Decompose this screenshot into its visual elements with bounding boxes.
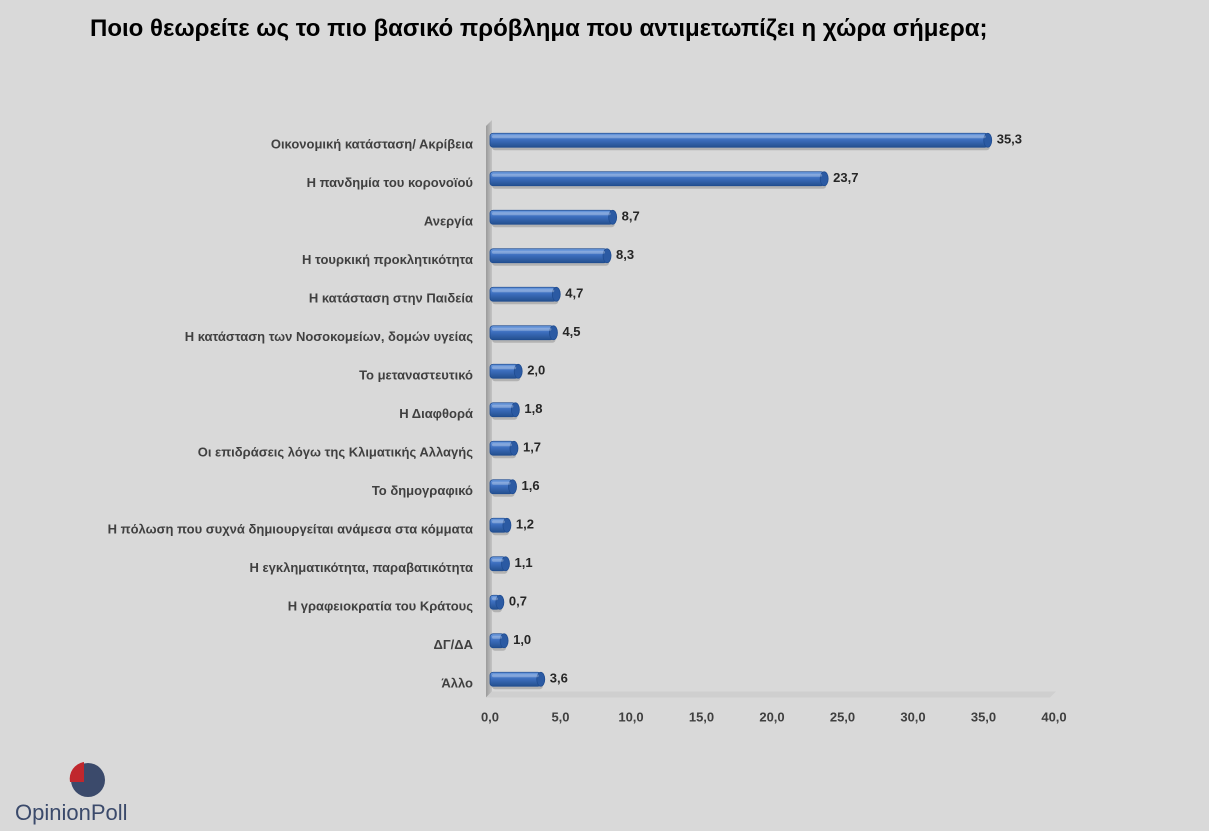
value-label: 0,7 bbox=[509, 593, 527, 608]
bar bbox=[489, 132, 993, 151]
value-label: 4,7 bbox=[565, 285, 583, 300]
bar-highlight bbox=[492, 597, 498, 601]
value-label: 1,8 bbox=[524, 401, 542, 416]
bar-cap bbox=[499, 633, 509, 649]
bar-cap bbox=[502, 517, 512, 533]
bar-cap bbox=[513, 363, 523, 379]
logo-circle-icon bbox=[69, 762, 105, 797]
logo-text: OpinionPoll bbox=[15, 800, 128, 826]
x-tick-label: 40,0 bbox=[1041, 710, 1066, 725]
category-label: Η πόλωση που συχνά δημιουργείται ανάμεσα… bbox=[108, 521, 473, 536]
category-label: Η πανδημία του κορονοϊού bbox=[307, 175, 474, 190]
logo-text-poll: Poll bbox=[90, 800, 128, 825]
category-label: Η γραφειοκρατία του Κράτους bbox=[288, 598, 474, 613]
value-label: 23,7 bbox=[833, 170, 858, 185]
value-label: 1,1 bbox=[515, 555, 533, 570]
bar bbox=[489, 633, 509, 651]
category-label: Οι επιδράσεις λόγω της Κλιματικής Αλλαγή… bbox=[198, 444, 474, 459]
bar-highlight bbox=[492, 250, 606, 254]
bar-chart: 0,0 5,0 10,0 15,0 20,0 25,0 30,0 35,0 40,0 Οικον… bbox=[108, 120, 1067, 725]
bar-highlight bbox=[492, 404, 514, 408]
bar-cap bbox=[495, 594, 505, 610]
bar-cap bbox=[602, 248, 612, 264]
value-label: 1,0 bbox=[513, 632, 531, 647]
bar-cap bbox=[536, 671, 546, 687]
bar-highlight bbox=[492, 558, 504, 562]
value-label: 1,6 bbox=[522, 478, 540, 493]
bar-cap bbox=[608, 209, 618, 225]
bar-highlight bbox=[492, 327, 552, 331]
category-label: Άλλο bbox=[441, 675, 473, 690]
category-label: Η κατάσταση των Νοσοκομείων, δομών υγεία… bbox=[185, 329, 474, 344]
bar-cap bbox=[983, 132, 993, 148]
bar bbox=[489, 594, 505, 613]
logo-text-opinion: Opinion bbox=[15, 800, 91, 825]
bars-layer bbox=[489, 132, 993, 690]
bar bbox=[489, 325, 558, 343]
bar bbox=[489, 517, 512, 536]
chart-title: Ποιο θεωρείτε ως το πιο βασικό πρόβλημα … bbox=[90, 15, 988, 42]
category-label: Η Διαφθορά bbox=[399, 406, 473, 421]
value-label: 1,2 bbox=[516, 516, 534, 531]
category-label: Το μεταναστευτικό bbox=[359, 367, 473, 382]
bar-highlight bbox=[492, 173, 823, 177]
bar bbox=[489, 171, 829, 189]
x-tick-label: 30,0 bbox=[900, 710, 925, 725]
axis-floor bbox=[486, 691, 1056, 698]
value-label: 1,7 bbox=[523, 439, 541, 454]
category-label: Η τουρκική προκλητικότητα bbox=[302, 252, 473, 267]
value-label: 35,3 bbox=[997, 131, 1022, 146]
value-label: 3,6 bbox=[550, 670, 568, 685]
bar-highlight bbox=[492, 212, 611, 216]
bar-highlight bbox=[492, 366, 517, 370]
bar-cap bbox=[510, 402, 520, 418]
bar-cap bbox=[819, 171, 829, 187]
x-tick-label: 25,0 bbox=[830, 710, 855, 725]
axis-wall bbox=[486, 120, 492, 698]
x-tick-label: 15,0 bbox=[689, 710, 714, 725]
x-tick-label: 0,0 bbox=[481, 710, 499, 725]
bar-highlight bbox=[492, 481, 511, 485]
labels-layer: Οικονομική κατάσταση/ Ακρίβεια 35,3 Η πανδ… bbox=[108, 131, 1022, 690]
bar-cap bbox=[549, 325, 558, 341]
bar-cap bbox=[551, 286, 561, 302]
value-label: 8,7 bbox=[622, 208, 640, 223]
bar-cap bbox=[501, 556, 510, 572]
bar bbox=[489, 402, 520, 420]
bar bbox=[489, 479, 517, 497]
bar-cap bbox=[509, 440, 519, 456]
category-label: Η κατάσταση στην Παιδεία bbox=[309, 290, 473, 305]
bar bbox=[489, 440, 519, 459]
category-label: Το δημογραφικό bbox=[372, 483, 473, 498]
bar bbox=[489, 209, 618, 228]
bar bbox=[489, 286, 561, 305]
bar-highlight bbox=[492, 443, 512, 447]
value-label: 2,0 bbox=[527, 362, 545, 377]
category-label: Η εγκληματικότητα, παραβατικότητα bbox=[249, 560, 473, 575]
bar-highlight bbox=[492, 135, 986, 139]
category-label: ΔΓ/ΔΑ bbox=[433, 637, 473, 652]
bar-cap bbox=[508, 479, 517, 495]
opinionpoll-logo: OpinionPoll bbox=[15, 758, 155, 828]
bar bbox=[489, 363, 523, 382]
bar-highlight bbox=[492, 520, 505, 524]
bar bbox=[489, 556, 510, 574]
bar-highlight bbox=[492, 289, 555, 293]
category-label: Οικονομική κατάσταση/ Ακρίβεια bbox=[271, 136, 473, 151]
bar bbox=[489, 671, 546, 690]
value-label: 4,5 bbox=[562, 324, 580, 339]
x-tick-label: 20,0 bbox=[759, 710, 784, 725]
bar-highlight bbox=[492, 635, 503, 639]
x-tick-label: 5,0 bbox=[551, 710, 569, 725]
axis-layer: 0,0 5,0 10,0 15,0 20,0 25,0 30,0 35,0 40,0 bbox=[481, 120, 1067, 725]
bar bbox=[489, 248, 612, 266]
category-label: Ανεργία bbox=[424, 213, 473, 228]
value-label: 8,3 bbox=[616, 247, 634, 262]
x-tick-label: 10,0 bbox=[618, 710, 643, 725]
x-tick-label: 35,0 bbox=[971, 710, 996, 725]
bar-highlight bbox=[492, 674, 539, 678]
